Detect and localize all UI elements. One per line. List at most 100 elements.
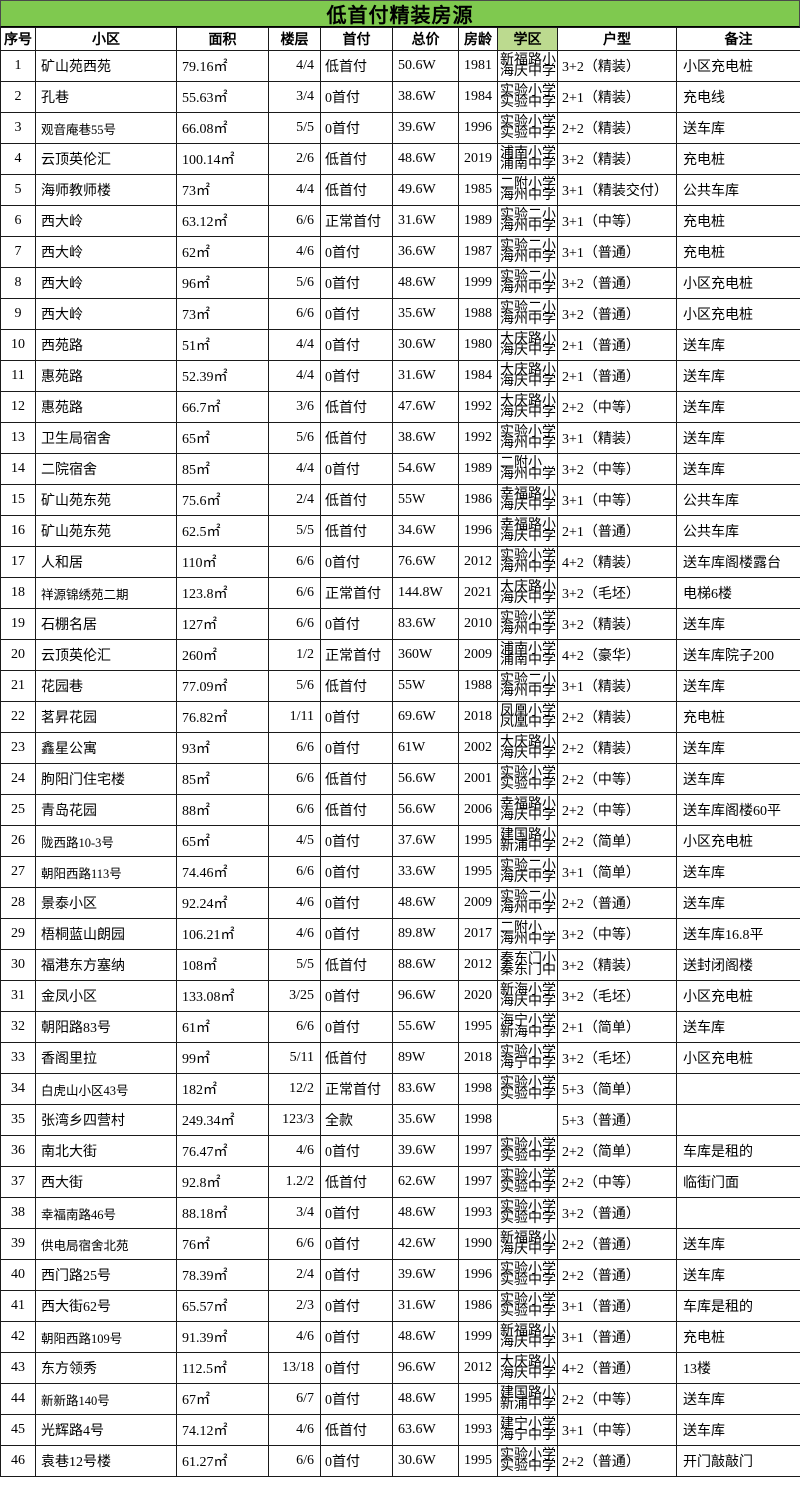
row-number: 24	[0, 763, 36, 795]
cell-note: 小区充电桩	[676, 980, 800, 1012]
row-number: 6	[0, 205, 36, 237]
row-number: 23	[0, 732, 36, 764]
school-name: 实验中学	[500, 126, 556, 141]
row-number: 2	[0, 81, 36, 113]
cell-community: 供电局宿舍北苑	[35, 1228, 177, 1260]
cell-floor: 4/4	[268, 50, 321, 82]
cell-community: 人和居	[35, 546, 177, 578]
row-number: 33	[0, 1042, 36, 1074]
cell-layout: 4+2（普通）	[557, 1352, 677, 1384]
school-name: 实验小学	[500, 1137, 556, 1153]
row-number: 34	[0, 1073, 36, 1105]
column-header-layout: 户型	[557, 27, 677, 51]
cell-down-payment: 0首付	[320, 701, 393, 733]
table-row: 38 幸福南路46号 88.18㎡ 3/4 0首付 48.6W 1993 实验小学 实验中学 3+…	[0, 1197, 800, 1229]
cell-year: 2009	[458, 887, 498, 919]
table-row: 18 祥源锦绣苑二期 123.8㎡ 6/6 正常首付 144.8W 2021 大庆路小 海庆中学…	[0, 577, 800, 609]
cell-note: 送车库	[676, 329, 800, 361]
cell-area: 91.39㎡	[176, 1321, 269, 1353]
cell-down-payment: 低首付	[320, 422, 393, 454]
cell-floor: 4/6	[268, 1321, 321, 1353]
school-name: 新海中学	[500, 1025, 556, 1040]
school-name: 建国路小	[500, 1385, 556, 1401]
cell-layout: 2+2（精装）	[557, 701, 677, 733]
cell-year: 1998	[458, 1104, 498, 1136]
cell-area: 92.24㎡	[176, 887, 269, 919]
cell-total-price: 42.6W	[392, 1228, 459, 1260]
cell-down-payment: 低首付	[320, 763, 393, 795]
cell-layout: 4+2（豪华）	[557, 639, 677, 671]
cell-floor: 3/6	[268, 391, 321, 423]
table-row: 26 陇西路10-3号 65㎡ 4/5 0首付 37.6W 1995 建国路小 新浦中学 2+2（…	[0, 825, 800, 857]
cell-layout: 3+2（毛坯）	[557, 577, 677, 609]
table-row: 25 青岛花园 88㎡ 6/6 低首付 56.6W 2006 幸福路小 海庆中学 2+2（中等）送…	[0, 794, 800, 826]
cell-year: 1995	[458, 1383, 498, 1415]
cell-community: 孔巷	[35, 81, 177, 113]
school-name: 实验中学	[500, 1273, 556, 1288]
cell-layout: 2+2（简单）	[557, 825, 677, 857]
cell-down-payment: 0首付	[320, 81, 393, 113]
cell-floor: 4/5	[268, 825, 321, 857]
cell-year: 2021	[458, 577, 498, 609]
cell-note: 充电桩	[676, 236, 800, 268]
cell-down-payment: 全款	[320, 1104, 393, 1136]
cell-layout: 2+2（中等）	[557, 1383, 677, 1415]
cell-area: 65㎡	[176, 422, 269, 454]
school-name: 海庆中学	[500, 1242, 556, 1257]
listings-body: 1 矿山苑西苑 79.16㎡ 4/4 低首付 50.6W 1981 新福路小 海庆中学 3+2（精…	[0, 50, 800, 1477]
cell-area: 74.12㎡	[176, 1414, 269, 1446]
cell-floor: 6/6	[268, 1228, 321, 1260]
cell-layout: 3+2（普通）	[557, 1197, 677, 1229]
cell-school-district: 实验小学 实验中学	[497, 112, 558, 144]
school-name: 建宁小学	[500, 1416, 556, 1432]
cell-total-price: 47.6W	[392, 391, 459, 423]
cell-note: 车库是租的	[676, 1290, 800, 1322]
column-header-no: 序号	[0, 27, 36, 51]
school-name: 实验小学	[500, 610, 556, 626]
school-name: 海宁小学	[500, 1013, 556, 1029]
row-number: 31	[0, 980, 36, 1012]
cell-community: 福港东方塞纳	[35, 949, 177, 981]
cell-layout: 3+1（精装交付）	[557, 174, 677, 206]
cell-total-price: 38.6W	[392, 422, 459, 454]
cell-floor: 2/3	[268, 1290, 321, 1322]
cell-total-price: 30.6W	[392, 329, 459, 361]
cell-area: 76.82㎡	[176, 701, 269, 733]
cell-total-price: 56.6W	[392, 763, 459, 795]
table-row: 1 矿山苑西苑 79.16㎡ 4/4 低首付 50.6W 1981 新福路小 海庆中学 3+2（精…	[0, 50, 800, 82]
cell-layout: 4+2（精装）	[557, 546, 677, 578]
cell-area: 99㎡	[176, 1042, 269, 1074]
row-number: 22	[0, 701, 36, 733]
cell-floor: 5/6	[268, 267, 321, 299]
cell-layout: 3+2（中等）	[557, 453, 677, 485]
cell-community: 朝阳路83号	[35, 1011, 177, 1043]
cell-school-district: 新福路小 海庆中学	[497, 1228, 558, 1260]
school-name: 实验二小	[500, 300, 556, 316]
school-name: 海庆中学	[500, 870, 556, 885]
cell-layout: 3+1（精装）	[557, 670, 677, 702]
row-number: 44	[0, 1383, 36, 1415]
cell-layout: 2+2（精装）	[557, 112, 677, 144]
cell-layout: 2+1（普通）	[557, 515, 677, 547]
cell-school-district: 大庆路小 海庆中学	[497, 577, 558, 609]
cell-layout: 3+2（中等）	[557, 918, 677, 950]
cell-community: 西大岭	[35, 298, 177, 330]
school-name: 海庆中学	[500, 374, 556, 389]
cell-year: 1998	[458, 1073, 498, 1105]
school-name: 实验二小	[500, 889, 556, 905]
cell-note: 送车库	[676, 391, 800, 423]
school-name: 海宁中学	[500, 1056, 556, 1071]
school-name: 实验小学	[500, 1075, 556, 1091]
cell-down-payment: 低首付	[320, 1166, 393, 1198]
cell-note: 充电线	[676, 81, 800, 113]
cell-community: 南北大街	[35, 1135, 177, 1167]
cell-note: 送车库	[676, 1259, 800, 1291]
table-row: 33 香阁里拉 99㎡ 5/11 低首付 89W 2018 实验小学 海宁中学 3+2（毛坯） 小区…	[0, 1042, 800, 1074]
cell-down-payment: 0首付	[320, 546, 393, 578]
cell-community: 海师教师楼	[35, 174, 177, 206]
cell-down-payment: 0首付	[320, 918, 393, 950]
cell-total-price: 96.6W	[392, 980, 459, 1012]
cell-total-price: 63.6W	[392, 1414, 459, 1446]
cell-community: 观音庵巷55号	[35, 112, 177, 144]
cell-down-payment: 0首付	[320, 1321, 393, 1353]
